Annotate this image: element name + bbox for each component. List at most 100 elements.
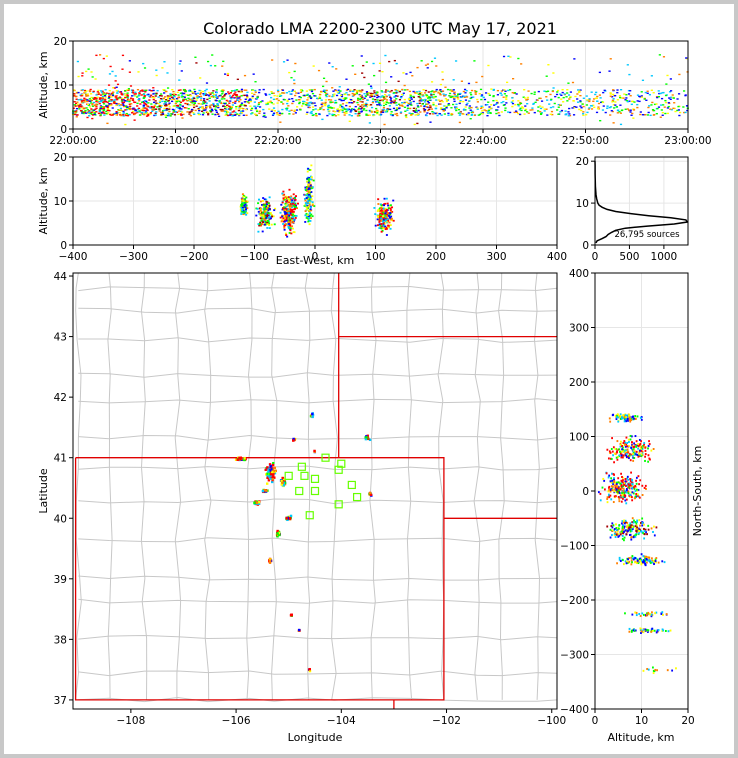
source-mark xyxy=(220,90,223,92)
source-mark xyxy=(156,89,159,92)
source-mark xyxy=(172,110,175,112)
source-mark xyxy=(243,204,246,207)
source-mark xyxy=(373,111,376,113)
source-mark xyxy=(676,98,679,100)
source-mark xyxy=(83,101,86,103)
source-mark xyxy=(305,206,308,209)
source-mark xyxy=(75,107,79,110)
source-mark xyxy=(355,91,359,93)
source-mark xyxy=(288,218,291,220)
source-mark xyxy=(356,115,360,117)
source-mark xyxy=(336,91,339,93)
source-mark xyxy=(85,95,88,97)
source-mark xyxy=(238,97,241,99)
source-mark xyxy=(332,110,335,112)
source-mark xyxy=(226,100,230,102)
source-mark xyxy=(261,200,264,202)
source-mark xyxy=(487,92,490,95)
source-mark xyxy=(633,452,635,455)
source-mark xyxy=(166,100,169,102)
source-mark xyxy=(104,93,107,95)
source-mark xyxy=(383,97,386,100)
source-mark xyxy=(309,181,312,184)
source-mark xyxy=(307,220,310,223)
source-mark xyxy=(306,196,309,199)
source-mark xyxy=(180,110,183,113)
source-mark xyxy=(382,207,385,210)
xtick-label-alt-0: 0 xyxy=(592,715,599,727)
source-mark xyxy=(573,58,576,60)
source-mark xyxy=(81,93,84,96)
source-mark xyxy=(641,524,644,527)
source-mark xyxy=(332,94,335,96)
source-mark xyxy=(633,629,636,632)
source-mark xyxy=(569,96,572,98)
source-mark xyxy=(622,495,625,498)
source-mark xyxy=(154,112,157,115)
source-mark xyxy=(264,207,267,209)
source-mark xyxy=(421,94,424,96)
source-mark xyxy=(374,224,377,227)
source-mark xyxy=(293,206,296,209)
source-mark xyxy=(116,92,119,94)
source-mark xyxy=(183,96,186,98)
source-mark xyxy=(615,483,618,486)
source-mark xyxy=(133,113,136,115)
source-mark xyxy=(385,226,388,229)
source-mark xyxy=(507,89,510,92)
source-mark xyxy=(323,91,327,94)
source-mark xyxy=(639,416,642,419)
source-mark xyxy=(445,100,449,103)
source-mark xyxy=(385,234,388,236)
source-mark xyxy=(215,99,218,102)
source-mark xyxy=(645,531,647,534)
source-mark xyxy=(306,204,309,207)
source-mark xyxy=(354,112,357,115)
source-mark xyxy=(108,103,111,105)
source-mark xyxy=(233,93,236,95)
source-mark xyxy=(277,531,281,535)
source-mark xyxy=(356,99,360,101)
source-mark xyxy=(486,114,489,117)
source-mark xyxy=(580,107,583,109)
source-mark xyxy=(118,104,121,107)
source-mark xyxy=(380,90,383,92)
source-mark xyxy=(285,215,288,218)
source-mark xyxy=(99,114,102,116)
source-mark xyxy=(650,89,653,91)
north-south-ylabel: North-South, km xyxy=(691,446,704,537)
source-mark xyxy=(286,210,289,213)
time-height-ylabel: Altitude, km xyxy=(37,51,50,118)
source-mark xyxy=(164,90,167,93)
source-mark xyxy=(115,112,118,114)
source-mark xyxy=(323,103,326,105)
source-mark xyxy=(292,439,295,442)
source-mark xyxy=(258,91,261,94)
source-mark xyxy=(307,205,310,208)
source-mark xyxy=(415,110,419,113)
source-mark xyxy=(210,104,213,106)
source-mark xyxy=(637,455,640,458)
source-mark xyxy=(635,522,638,525)
source-mark xyxy=(627,478,630,481)
source-mark xyxy=(453,93,456,96)
source-mark xyxy=(488,108,491,110)
source-mark xyxy=(345,78,348,80)
source-mark xyxy=(640,558,642,561)
source-mark xyxy=(660,97,664,100)
source-mark xyxy=(309,208,312,211)
source-mark xyxy=(168,102,171,104)
source-mark xyxy=(632,415,634,418)
source-mark xyxy=(215,91,218,94)
source-mark xyxy=(295,195,298,197)
source-mark xyxy=(267,214,270,217)
source-mark xyxy=(279,211,282,214)
source-mark xyxy=(629,434,632,437)
source-mark xyxy=(431,90,434,92)
source-mark xyxy=(103,101,106,103)
source-mark xyxy=(101,95,104,98)
source-mark xyxy=(439,108,443,110)
source-mark xyxy=(283,215,286,218)
source-mark xyxy=(254,114,258,116)
source-mark xyxy=(374,92,378,95)
